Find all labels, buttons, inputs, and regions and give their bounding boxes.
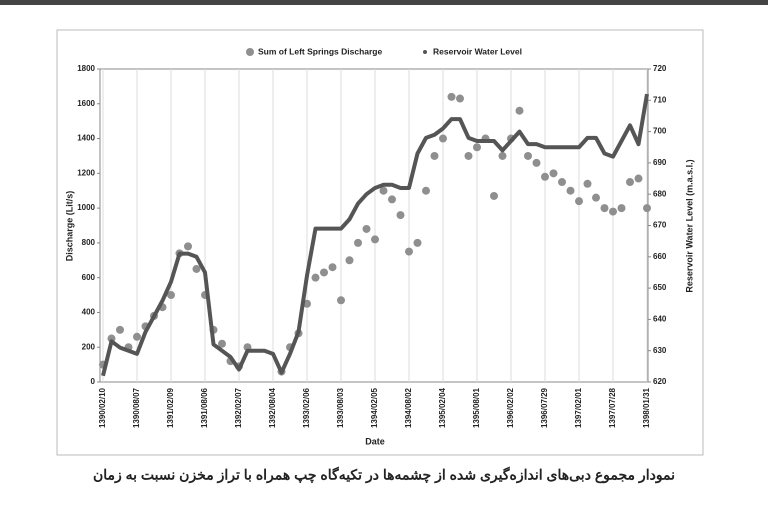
- discharge-point: [456, 94, 464, 103]
- discharge-point: [617, 204, 626, 213]
- y-tick-label: 1600: [77, 99, 95, 108]
- y-tick-label: 1200: [77, 168, 95, 177]
- discharge-point: [345, 256, 354, 265]
- discharge-point: [524, 151, 532, 160]
- discharge-point: [490, 191, 498, 200]
- y2-tick-label: 690: [653, 158, 667, 167]
- y-tick-label: 1000: [77, 203, 95, 212]
- caption: نمودار مجموع دبی‌های اندازه‌گیری شده از …: [93, 467, 675, 484]
- discharge-point: [388, 195, 396, 204]
- discharge-point: [379, 186, 388, 195]
- discharge-point: [192, 264, 201, 273]
- top-strip: [0, 0, 768, 5]
- x-tick-label: 1394/02/05: [370, 387, 379, 428]
- level-line: [101, 93, 649, 377]
- discharge-point: [354, 238, 362, 247]
- discharge-point: [311, 273, 320, 282]
- x-tick-label: 1397/07/28: [608, 387, 617, 428]
- x-tick-label: 1390/08/07: [132, 387, 141, 428]
- discharge-point: [133, 332, 141, 341]
- y2-tick-label: 650: [653, 283, 667, 292]
- x-tick-label: 1392/08/04: [268, 387, 277, 428]
- discharge-point: [566, 186, 575, 195]
- y2-axis-title: Reservoir Water Level (m.a.s.l.): [684, 159, 694, 292]
- discharge-point: [609, 207, 617, 216]
- discharge-point: [549, 169, 558, 178]
- x-tick-label: 1397/02/01: [574, 387, 583, 428]
- discharge-point: [600, 204, 609, 213]
- discharge-point: [328, 263, 337, 272]
- y-tick-label: 1800: [77, 64, 95, 73]
- discharge-point: [464, 151, 473, 160]
- discharge-point: [558, 178, 566, 187]
- discharge-point: [396, 211, 405, 220]
- discharge-point: [430, 151, 439, 160]
- x-tick-label: 1393/02/06: [302, 387, 311, 428]
- y2-tick-label: 720: [653, 64, 667, 73]
- y2-tick-label: 660: [653, 252, 667, 261]
- discharge-point: [422, 186, 430, 195]
- y-tick-label: 400: [82, 308, 96, 317]
- discharge-point: [643, 204, 651, 213]
- x-tick-label: 1391/08/06: [200, 387, 209, 428]
- discharge-point: [473, 143, 481, 152]
- x-tick-label: 1393/08/03: [336, 387, 345, 428]
- chart-frame: [56, 29, 704, 456]
- discharge-point: [626, 178, 634, 187]
- x-axis-title: Date: [365, 436, 385, 446]
- discharge-point: [362, 224, 371, 233]
- y-axis-title: Discharge (Lit/s): [64, 191, 74, 262]
- x-tick-label: 1395/08/01: [472, 387, 481, 428]
- y-tick-label: 0: [91, 377, 96, 386]
- discharge-point: [583, 179, 592, 188]
- x-tick-label: 1392/02/07: [234, 387, 243, 428]
- plot-area: [99, 68, 649, 383]
- x-tick-label: 1391/02/09: [166, 387, 175, 428]
- x-tick-label: 1395/02/04: [438, 387, 447, 428]
- y-tick-label: 200: [82, 342, 96, 351]
- discharge-point: [371, 235, 379, 244]
- legend-marker: [246, 48, 254, 56]
- y2-tick-label: 670: [653, 221, 667, 230]
- x-tick-label: 1390/02/10: [98, 387, 107, 428]
- y2-tick-label: 710: [653, 95, 667, 104]
- discharge-point: [184, 242, 192, 251]
- discharge-point: [575, 197, 583, 206]
- discharge-point: [634, 174, 643, 183]
- y2-tick-label: 620: [653, 377, 667, 386]
- discharge-point: [337, 296, 345, 305]
- legend-label: Sum of Left Springs Discharge: [258, 46, 382, 56]
- discharge-point: [320, 268, 328, 277]
- discharge-point: [498, 151, 507, 160]
- discharge-point: [167, 291, 175, 300]
- y2-tick-label: 640: [653, 315, 667, 324]
- discharge-point: [218, 339, 226, 348]
- y-tick-label: 600: [82, 273, 96, 282]
- discharge-point: [532, 158, 541, 167]
- y2-tick-label: 700: [653, 127, 667, 136]
- discharge-point: [515, 106, 524, 115]
- discharge-point: [405, 247, 413, 256]
- x-tick-label: 1394/08/02: [404, 387, 413, 428]
- discharge-point: [116, 325, 124, 334]
- y-tick-label: 800: [82, 238, 96, 247]
- discharge-point: [541, 172, 549, 181]
- legend-marker: [423, 50, 427, 54]
- discharge-point: [413, 238, 422, 247]
- y2-tick-label: 630: [653, 346, 667, 355]
- x-tick-label: 1398/01/31: [642, 387, 651, 428]
- x-tick-label: 1396/07/29: [540, 387, 549, 428]
- discharge-point: [447, 92, 456, 101]
- discharge-point: [592, 193, 600, 202]
- y2-tick-label: 680: [653, 189, 667, 198]
- discharge-point: [439, 134, 447, 143]
- legend-label: Reservoir Water Level: [433, 46, 522, 56]
- y-tick-label: 1400: [77, 134, 95, 143]
- x-tick-label: 1396/02/02: [506, 387, 515, 428]
